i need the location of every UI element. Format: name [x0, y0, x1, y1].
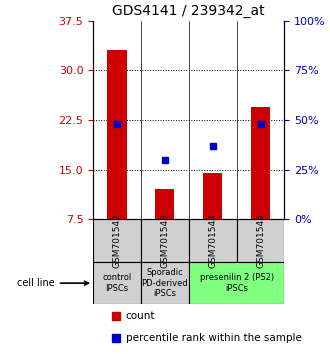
Text: percentile rank within the sample: percentile rank within the sample	[126, 333, 302, 343]
FancyBboxPatch shape	[93, 219, 141, 262]
Bar	[203, 173, 222, 219]
Text: GSM701544: GSM701544	[208, 213, 217, 268]
FancyBboxPatch shape	[141, 262, 189, 304]
Text: GSM701545: GSM701545	[256, 213, 265, 268]
Text: GSM701542: GSM701542	[113, 213, 121, 268]
Bar	[155, 189, 175, 219]
FancyBboxPatch shape	[189, 219, 237, 262]
Text: Sporadic
PD-derived
iPSCs: Sporadic PD-derived iPSCs	[142, 268, 188, 298]
Text: control
IPSCs: control IPSCs	[102, 273, 132, 293]
Bar	[108, 50, 127, 219]
Text: count: count	[126, 311, 155, 321]
Text: GSM701543: GSM701543	[160, 213, 169, 268]
Title: GDS4141 / 239342_at: GDS4141 / 239342_at	[113, 4, 265, 18]
FancyBboxPatch shape	[93, 262, 141, 304]
Text: cell line: cell line	[17, 278, 88, 288]
Text: presenilin 2 (PS2)
iPSCs: presenilin 2 (PS2) iPSCs	[200, 273, 274, 293]
FancyBboxPatch shape	[237, 219, 284, 262]
FancyBboxPatch shape	[141, 219, 189, 262]
Bar	[251, 107, 270, 219]
FancyBboxPatch shape	[189, 262, 284, 304]
